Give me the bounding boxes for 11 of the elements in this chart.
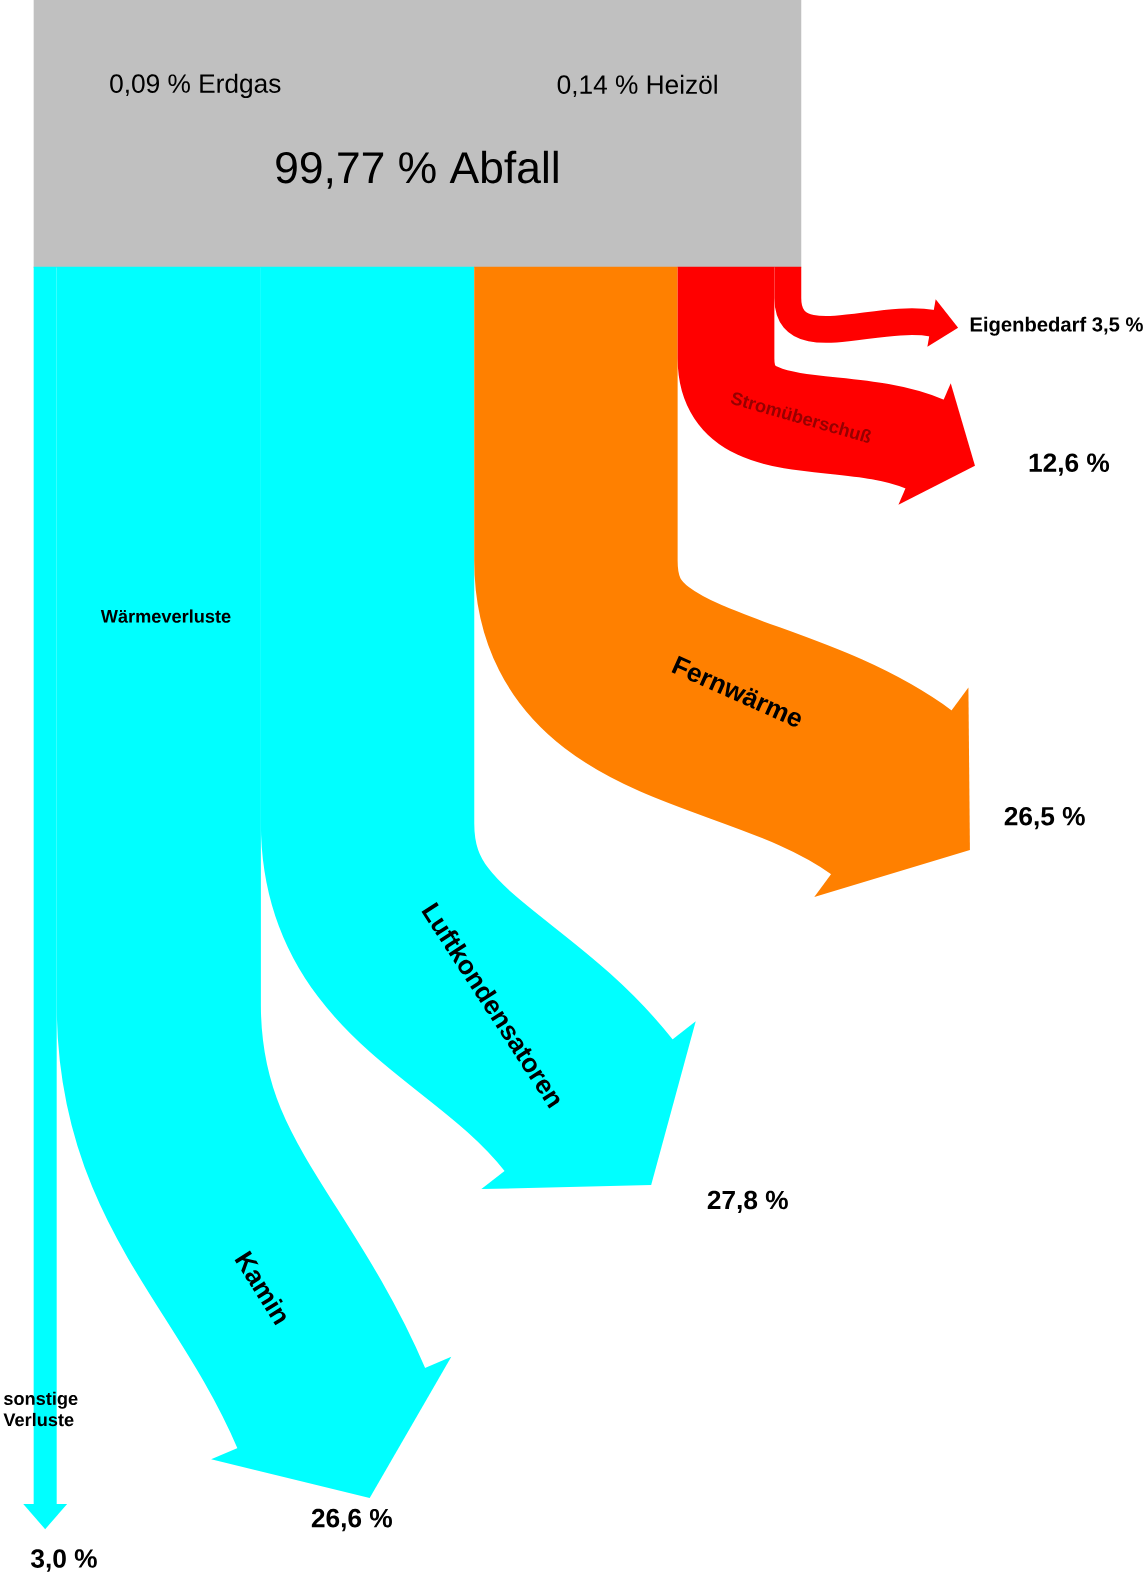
data-label: 27,8 % <box>707 1190 788 1214</box>
data-label: 12,6 % <box>1029 453 1110 476</box>
text: 99,77 % Abfall <box>276 150 558 189</box>
text: Wärmeverluste <box>100 609 231 623</box>
text: 0,09 % Erdgas <box>110 73 281 99</box>
data-label: 26,6 % <box>311 1508 393 1532</box>
category-label: Eigenbedarf <box>970 316 1087 336</box>
data-label: 26,5 % <box>1004 806 1085 830</box>
data-label: 3,0 % <box>31 1549 97 1572</box>
data-label: 3,5 % <box>1092 317 1143 335</box>
text: 0,14 % Heizöl <box>557 74 717 98</box>
